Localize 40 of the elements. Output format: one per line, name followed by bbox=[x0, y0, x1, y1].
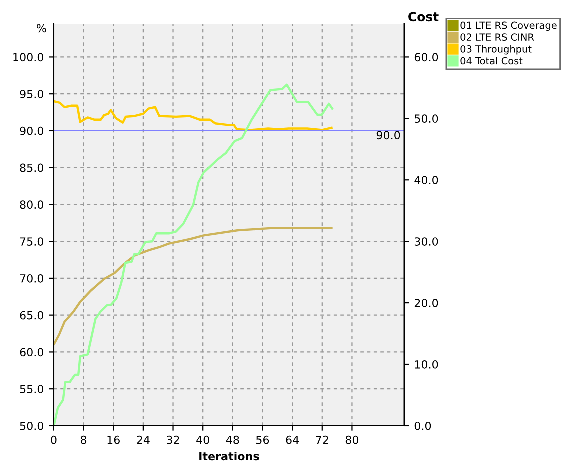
y2-tick-label: 60.0 bbox=[414, 53, 438, 62]
legend-label: 02 LTE RS CINR bbox=[460, 34, 534, 42]
x-tick-label: 80 bbox=[346, 436, 359, 444]
x-tick-label: 8 bbox=[81, 436, 87, 444]
x-tick-label: 32 bbox=[167, 436, 180, 444]
line-series bbox=[54, 100, 333, 132]
y2-tick-label: 0.0 bbox=[414, 422, 432, 430]
line-series bbox=[54, 227, 333, 346]
legend-label: 04 Total Cost bbox=[460, 57, 523, 65]
ref-line-label: 90.0 bbox=[376, 131, 400, 140]
y2-axis-title: Cost bbox=[408, 12, 439, 22]
y-tick-label: 80.0 bbox=[20, 200, 44, 210]
y-tick-label: 65.0 bbox=[20, 311, 44, 320]
x-tick-label: 72 bbox=[316, 436, 328, 444]
y-tick-label: 60.0 bbox=[20, 348, 44, 357]
x-axis-title: Iterations bbox=[200, 452, 260, 461]
y-tick-label: 70.0 bbox=[20, 274, 44, 283]
legend-label: 01 LTE RS Coverage bbox=[460, 22, 557, 32]
x-tick-label: 24 bbox=[137, 436, 150, 444]
x-tick-label: 16 bbox=[108, 436, 120, 444]
y2-tick-label: 20.0 bbox=[414, 299, 438, 308]
y-tick-label: 100.0 bbox=[14, 53, 44, 62]
line-series bbox=[54, 84, 334, 426]
y-tick-label: 90.0 bbox=[20, 126, 44, 136]
x-tick-label: 48 bbox=[226, 436, 240, 444]
x-tick-label: 0 bbox=[51, 436, 57, 444]
y-tick-label: 85.0 bbox=[20, 164, 44, 172]
x-tick-label: 64 bbox=[286, 436, 300, 444]
y-axis-title: % bbox=[37, 24, 46, 33]
y-tick-label: 55.0 bbox=[20, 385, 44, 394]
legend-label: 03 Throughput bbox=[460, 45, 532, 55]
y-tick-label: 75.0 bbox=[20, 238, 44, 246]
y2-tick-label: 30.0 bbox=[414, 238, 438, 246]
y2-tick-label: 10.0 bbox=[415, 360, 438, 369]
x-tick-label: 56 bbox=[256, 436, 270, 444]
y2-tick-label: 40.0 bbox=[414, 176, 438, 185]
x-tick-label: 40 bbox=[196, 436, 210, 444]
y-tick-label: 50.0 bbox=[20, 422, 44, 430]
y-tick-label: 95.0 bbox=[20, 90, 44, 98]
y2-tick-label: 50.0 bbox=[414, 114, 438, 124]
